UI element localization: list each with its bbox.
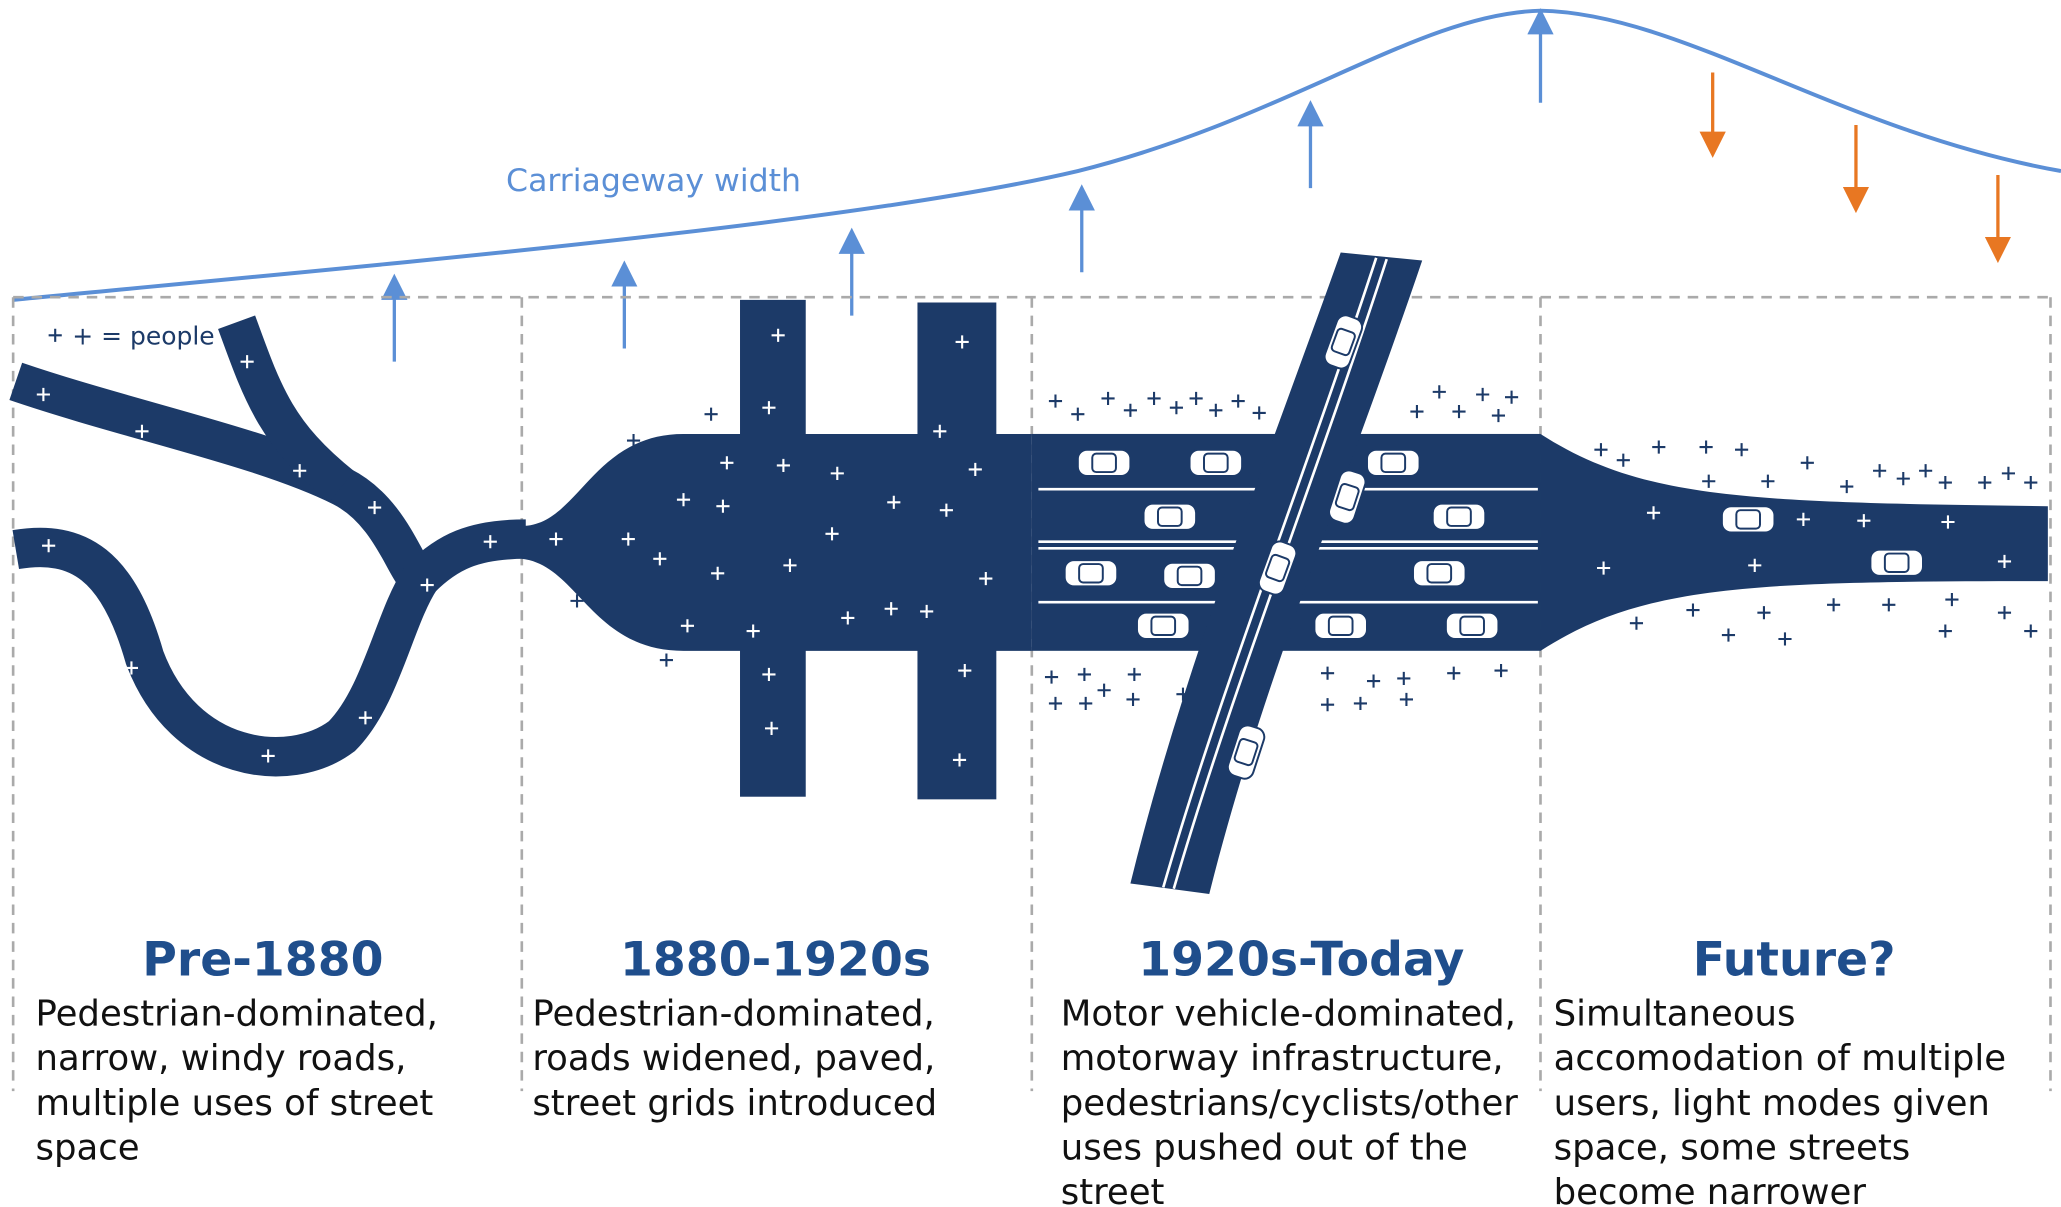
period-description: street <box>1061 1172 1165 1207</box>
period-description: space <box>35 1127 139 1168</box>
down-arrows <box>1699 72 2012 264</box>
era2-roads <box>521 299 1032 800</box>
era3-roads <box>1031 252 1541 894</box>
period-description: become narrower <box>1554 1172 1867 1207</box>
period-description: pedestrians/cyclists/other <box>1061 1083 1519 1124</box>
legend: + = people <box>72 322 214 351</box>
period-description: space, some streets <box>1554 1127 1911 1168</box>
period-description: Pedestrian-dominated, <box>532 993 934 1034</box>
period-description: Motor vehicle-dominated, <box>1061 993 1516 1034</box>
period-description: Simultaneous <box>1554 993 1796 1034</box>
period-description: motorway infrastructure, <box>1061 1038 1504 1079</box>
period-title: Future? <box>1693 932 1896 987</box>
era4-roads <box>1540 433 2048 651</box>
period-title: Pre-1880 <box>142 932 383 987</box>
period-description: accomodation of multiple <box>1554 1038 2006 1079</box>
era1-roads <box>9 315 527 777</box>
period-description: narrow, windy roads, <box>35 1038 406 1079</box>
period-description: multiple uses of street <box>35 1083 433 1124</box>
period-title: 1920s-Today <box>1138 932 1464 987</box>
up-arrows <box>381 8 1554 362</box>
period-frames <box>11 295 2052 1092</box>
period-description: users, light modes given <box>1554 1083 1990 1124</box>
period-description: street grids introduced <box>532 1083 937 1124</box>
period-title: 1880-1920s <box>620 932 931 987</box>
period-description: uses pushed out of the <box>1061 1127 1468 1168</box>
curve-label: Carriageway width <box>506 163 801 199</box>
period-description: Pedestrian-dominated, <box>35 993 437 1034</box>
width-curve <box>12 8 2061 302</box>
period-description: roads widened, paved, <box>532 1038 935 1079</box>
